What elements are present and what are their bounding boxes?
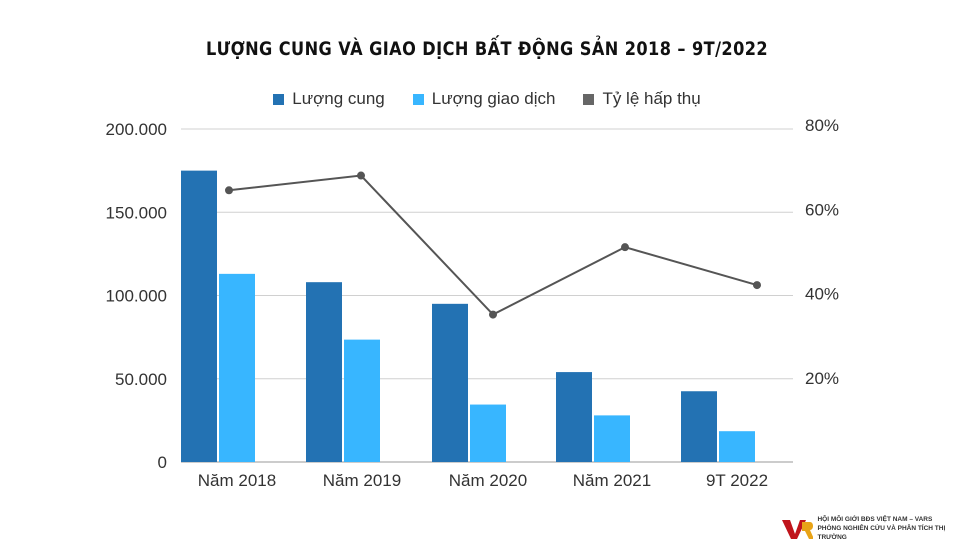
left-tick-label: 200.000 <box>106 120 167 139</box>
absorption-point <box>489 310 497 319</box>
logo-line2: PHÒNG NGHIÊN CỨU VÀ PHÂN TÍCH THỊ TRƯỜNG <box>817 525 946 541</box>
legend-label: Tỷ lệ hấp thụ <box>602 89 701 108</box>
chart-title: LƯỢNG CUNG VÀ GIAO DỊCH BẤT ĐỘNG SẢN 201… <box>205 38 769 60</box>
bar-supply <box>556 372 592 462</box>
bar-supply <box>432 303 468 462</box>
logo-line1: HỘI MÔI GIỚI BĐS VIỆT NAM – VARS <box>817 516 933 523</box>
right-tick-label: 60% <box>805 200 839 219</box>
bar-transactions <box>719 431 755 462</box>
bar-transactions <box>470 404 506 462</box>
x-tick-label: Năm 2021 <box>573 471 651 490</box>
x-tick-label: Năm 2019 <box>323 471 401 490</box>
vars-logo: HỘI MÔI GIỚI BĐS VIỆT NAM – VARS PHÒNG NG… <box>780 515 974 542</box>
x-tick-label: 9T 2022 <box>706 471 768 490</box>
left-tick-label: 150.000 <box>106 203 167 222</box>
absorption-point <box>225 186 233 195</box>
right-tick-label: 80% <box>805 116 839 135</box>
legend-item-transactions: Lượng giao dịch <box>412 89 556 109</box>
vars-logo-icon <box>782 519 814 539</box>
absorption-point <box>753 281 761 290</box>
bar-transactions <box>219 273 255 462</box>
left-tick-label: 0 <box>158 453 167 472</box>
absorption-point <box>357 171 365 180</box>
legend-swatch <box>412 93 424 105</box>
legend: Lượng cung Lượng giao dịch Tỷ lệ hấp thụ <box>0 89 974 109</box>
absorption-point <box>621 243 629 252</box>
bar-supply <box>681 391 717 462</box>
bar-transactions <box>344 339 380 462</box>
bar-transactions <box>594 415 630 462</box>
right-tick-label: 20% <box>805 369 839 388</box>
right-tick-label: 40% <box>805 285 839 304</box>
legend-label: Lượng cung <box>292 89 385 108</box>
bar-supply <box>181 170 217 462</box>
left-tick-label: 50.000 <box>115 370 167 389</box>
bar-supply <box>306 282 342 462</box>
x-tick-label: Năm 2020 <box>449 471 527 490</box>
x-tick-label: Năm 2018 <box>198 471 276 490</box>
legend-item-supply: Lượng cung <box>273 89 385 109</box>
legend-item-absorption: Tỷ lệ hấp thụ <box>583 89 701 109</box>
legend-swatch <box>273 93 285 105</box>
left-tick-label: 100.000 <box>106 287 167 306</box>
legend-label: Lượng giao dịch <box>431 89 556 108</box>
legend-swatch <box>583 93 595 105</box>
